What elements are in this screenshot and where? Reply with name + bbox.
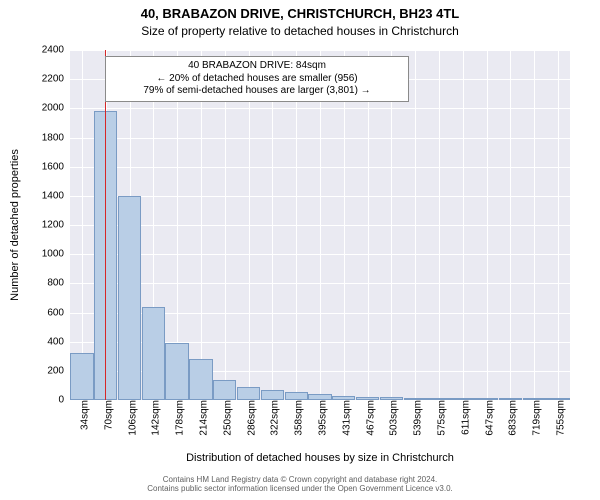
histogram-bar [261,390,284,400]
footer-line-2: Contains public sector information licen… [0,484,600,494]
histogram-bar [94,111,117,400]
x-tick-label: 755sqm [550,400,567,436]
annotation-line: ← 20% of detached houses are smaller (95… [112,73,402,86]
x-tick-label: 503sqm [383,400,400,436]
x-tick-label: 719sqm [526,400,543,436]
y-tick-label: 800 [47,278,70,289]
chart-title: 40, BRABAZON DRIVE, CHRISTCHURCH, BH23 4… [0,6,600,21]
x-tick-label: 611sqm [454,400,471,435]
gridline-vertical [415,50,416,400]
y-tick-label: 1200 [42,220,70,231]
footer: Contains HM Land Registry data © Crown c… [0,475,600,494]
histogram-bar [285,392,308,400]
histogram-bar [70,353,93,400]
chart-subtitle: Size of property relative to detached ho… [0,24,600,38]
gridline-vertical [320,50,321,400]
x-tick-label: 286sqm [240,400,257,436]
x-tick-label: 358sqm [288,400,305,436]
y-tick-label: 1400 [42,190,70,201]
gridline-vertical [558,50,559,400]
gridline-vertical [487,50,488,400]
gridline-vertical [272,50,273,400]
gridline-vertical [249,50,250,400]
x-tick-label: 431sqm [335,400,352,436]
x-tick-label: 647sqm [478,400,495,436]
gridline-vertical [344,50,345,400]
histogram-bar [237,387,260,400]
histogram-bar [118,196,141,400]
x-tick-label: 142sqm [145,400,162,436]
gridline-vertical [82,50,83,400]
histogram-bar [189,359,212,400]
x-tick-label: 539sqm [407,400,424,436]
y-tick-label: 1000 [42,249,70,260]
x-tick-label: 467sqm [359,400,376,436]
y-tick-label: 400 [47,336,70,347]
x-tick-label: 178sqm [169,400,186,436]
y-tick-label: 0 [58,395,70,406]
x-axis-label: Distribution of detached houses by size … [70,452,570,464]
x-tick-label: 683sqm [502,400,519,436]
y-tick-label: 600 [47,307,70,318]
gridline-vertical [463,50,464,400]
gridline-vertical [296,50,297,400]
gridline-vertical [201,50,202,400]
x-tick-label: 322sqm [264,400,281,436]
x-tick-label: 70sqm [97,400,114,430]
x-tick-label: 250sqm [216,400,233,436]
x-tick-label: 395sqm [312,400,329,436]
y-tick-label: 2000 [42,103,70,114]
gridline-vertical [439,50,440,400]
x-tick-label: 214sqm [192,400,209,436]
histogram-bar [142,307,165,400]
gridline-vertical [534,50,535,400]
x-tick-label: 106sqm [121,400,138,436]
gridline-vertical [391,50,392,400]
x-tick-label: 34sqm [73,400,90,430]
y-tick-label: 2400 [42,45,70,56]
histogram-bar [213,380,236,400]
y-tick-label: 1600 [42,161,70,172]
y-tick-label: 1800 [42,132,70,143]
gridline-vertical [510,50,511,400]
annotation-line: 40 BRABAZON DRIVE: 84sqm [112,60,402,73]
y-axis-label: Number of detached properties [9,50,21,400]
annotation-line: 79% of semi-detached houses are larger (… [112,85,402,98]
gridline-vertical [368,50,369,400]
annotation-box: 40 BRABAZON DRIVE: 84sqm← 20% of detache… [105,56,409,102]
gridline-vertical [225,50,226,400]
plot-area: 0200400600800100012001400160018002000220… [70,50,570,400]
y-tick-label: 200 [47,365,70,376]
y-tick-label: 2200 [42,74,70,85]
histogram-bar [165,343,188,400]
x-tick-label: 575sqm [431,400,448,436]
property-marker-line [105,50,106,400]
footer-line-1: Contains HM Land Registry data © Crown c… [0,475,600,485]
